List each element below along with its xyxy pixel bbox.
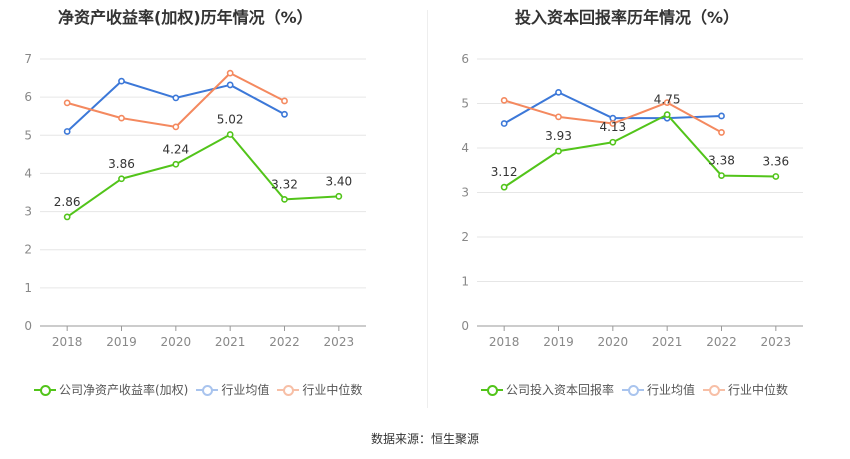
x-tick-label: 2023 xyxy=(324,335,355,349)
y-tick-label: 4 xyxy=(461,141,469,155)
legend-label-industry-median: 行业中位数 xyxy=(728,383,789,397)
data-point xyxy=(63,128,71,135)
x-tick-label: 2018 xyxy=(52,335,83,349)
data-label: 3.93 xyxy=(545,129,572,143)
chart-1-legend: 公司净资产收益率(加权) 行业均值 行业中位数 xyxy=(34,381,370,398)
data-point xyxy=(281,195,288,203)
data-label: 3.12 xyxy=(491,165,518,179)
y-tick-label: 7 xyxy=(24,52,32,66)
legend-label-company: 公司投入资本回报率 xyxy=(506,383,615,397)
x-tick-label: 2019 xyxy=(106,335,137,349)
data-point xyxy=(281,97,288,105)
x-tick-label: 2018 xyxy=(489,335,520,349)
chart-2-title: 投入资本回报率历年情况（%） xyxy=(515,8,740,27)
y-tick-label: 0 xyxy=(24,319,32,333)
x-tick-label: 2020 xyxy=(161,335,192,349)
data-point xyxy=(226,69,234,77)
data-point xyxy=(63,99,71,107)
chart-1-title: 净资产收益率(加权)历年情况（%） xyxy=(58,8,313,27)
legend-marker-company xyxy=(481,384,503,396)
y-tick-label: 2 xyxy=(461,230,469,244)
legend-marker-company xyxy=(34,384,56,396)
x-tick-label: 2019 xyxy=(543,335,574,349)
data-label: 4.75 xyxy=(654,93,681,107)
legend-item-industry-mean[interactable]: 行业均值 xyxy=(622,381,695,398)
legend-label-industry-mean: 行业均值 xyxy=(221,383,270,397)
data-point xyxy=(718,172,725,179)
legend-item-industry-median[interactable]: 行业中位数 xyxy=(703,381,788,398)
y-tick-label: 5 xyxy=(461,97,469,111)
y-tick-label: 1 xyxy=(461,275,469,289)
data-point xyxy=(555,147,562,155)
series-line xyxy=(503,113,776,188)
x-tick-label: 2020 xyxy=(598,335,629,349)
data-point xyxy=(772,173,780,180)
data-label: 5.02 xyxy=(217,113,244,127)
series-line xyxy=(66,133,339,218)
y-tick-label: 3 xyxy=(461,186,469,200)
legend-label-company: 公司净资产收益率(加权) xyxy=(59,383,189,397)
data-point xyxy=(226,131,234,138)
data-label: 3.32 xyxy=(271,177,298,191)
data-label: 2.86 xyxy=(54,195,81,209)
data-point xyxy=(609,138,617,146)
data-point xyxy=(500,96,508,104)
x-tick-label: 2021 xyxy=(652,335,683,349)
data-label: 3.36 xyxy=(762,154,789,168)
data-label: 3.38 xyxy=(708,154,735,168)
data-point xyxy=(663,111,671,119)
data-point xyxy=(226,81,234,89)
data-point xyxy=(172,160,180,168)
data-point xyxy=(500,120,508,127)
data-point xyxy=(555,113,562,121)
data-point xyxy=(663,99,671,107)
data-point xyxy=(172,94,180,102)
data-label: 3.40 xyxy=(325,174,352,188)
legend-item-company[interactable]: 公司净资产收益率(加权) xyxy=(34,381,188,398)
data-point xyxy=(718,129,725,136)
y-tick-label: 3 xyxy=(24,205,32,219)
legend-marker-industry-mean xyxy=(622,384,645,396)
data-source-note: 数据来源：恒生聚源 xyxy=(370,432,479,446)
x-tick-label: 2021 xyxy=(215,335,246,349)
data-point xyxy=(718,112,725,120)
data-label: 4.13 xyxy=(599,120,626,134)
legend-marker-industry-median xyxy=(703,384,726,396)
legend-marker-industry-mean xyxy=(196,384,219,396)
data-point xyxy=(118,114,125,122)
y-tick-label: 6 xyxy=(24,90,32,104)
y-tick-label: 6 xyxy=(461,52,469,66)
legend-label-industry-median: 行业中位数 xyxy=(302,383,363,397)
y-tick-label: 2 xyxy=(24,243,32,257)
legend-marker-industry-median xyxy=(277,384,300,396)
legend-item-industry-median[interactable]: 行业中位数 xyxy=(277,381,362,398)
chart-2-legend: 公司投入资本回报率 行业均值 行业中位数 xyxy=(481,381,796,398)
data-point xyxy=(500,183,508,191)
data-point xyxy=(281,110,288,118)
panel-divider xyxy=(427,10,428,408)
x-tick-label: 2023 xyxy=(761,335,792,349)
data-point xyxy=(609,120,617,127)
x-tick-label: 2022 xyxy=(706,335,737,349)
data-point xyxy=(118,77,125,85)
y-tick-label: 0 xyxy=(461,319,469,333)
data-point xyxy=(172,123,180,131)
data-point xyxy=(63,213,71,221)
y-tick-label: 5 xyxy=(24,128,32,142)
y-tick-label: 4 xyxy=(24,166,32,180)
data-point xyxy=(335,192,343,200)
legend-item-company[interactable]: 公司投入资本回报率 xyxy=(481,381,614,398)
data-point xyxy=(555,88,562,96)
x-tick-label: 2022 xyxy=(269,335,300,349)
data-label: 3.86 xyxy=(108,157,135,171)
data-point xyxy=(118,175,125,183)
legend-item-industry-mean[interactable]: 行业均值 xyxy=(196,381,269,398)
y-tick-label: 1 xyxy=(24,281,32,295)
legend-label-industry-mean: 行业均值 xyxy=(647,383,696,397)
data-label: 4.24 xyxy=(162,142,189,156)
